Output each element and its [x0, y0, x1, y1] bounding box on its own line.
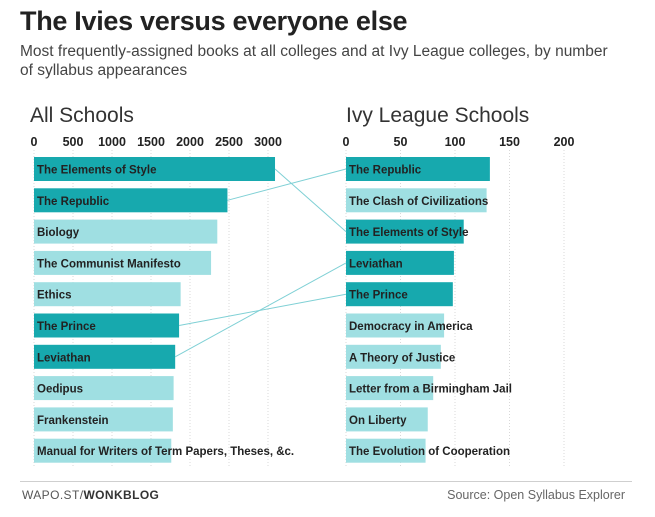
bar-label-all-the-elements-of-style: The Elements of Style [37, 165, 157, 177]
bar-ivy-the-republic [346, 157, 490, 181]
bar-label-ivy-the-prince: The Prince [349, 290, 408, 302]
bar-all-oedipus [34, 376, 174, 401]
tick-label-ivy-0: 0 [343, 135, 350, 149]
bar-label-all-manual-for-writers-of-term-papers-theses-c: Manual for Writers of Term Papers, These… [37, 446, 294, 458]
bar-label-all-the-republic: The Republic [37, 196, 110, 208]
bar-all-the-republic [34, 188, 228, 213]
bar-ivy-on-liberty [346, 407, 428, 432]
connector-leviathan [174, 262, 347, 358]
bar-all-the-communist-manifesto [34, 250, 212, 275]
bar-all-biology [34, 219, 218, 244]
source-note: Source: Open Syllabus Explorer [447, 488, 625, 502]
bar-label-all-the-prince: The Prince [37, 321, 96, 333]
footer-divider [20, 481, 632, 482]
bar-all-ethics [34, 282, 181, 307]
connector-the-elements-of-style [274, 168, 347, 232]
bar-label-all-the-communist-manifesto: The Communist Manifesto [37, 258, 181, 270]
credit-prefix: WAPO.ST/ [22, 488, 84, 502]
bar-ivy-the-prince [346, 282, 453, 307]
bar-all-leviathan [34, 344, 176, 369]
bar-label-ivy-a-theory-of-justice: A Theory of Justice [349, 352, 455, 364]
bar-all-the-prince [34, 313, 180, 338]
tick-label-all-3000: 3000 [254, 135, 282, 149]
tick-label-ivy-50: 50 [394, 135, 408, 149]
bar-label-ivy-leviathan: Leviathan [349, 258, 403, 270]
bars [34, 157, 490, 463]
bar-ivy-a-theory-of-justice [346, 344, 441, 369]
bar-ivy-the-clash-of-civilizations [346, 188, 487, 213]
connector-the-republic [227, 168, 347, 201]
bar-ivy-the-evolution-of-cooperation [346, 438, 426, 463]
bar-label-all-frankenstein: Frankenstein [37, 415, 109, 427]
bar-label-ivy-on-liberty: On Liberty [349, 415, 407, 427]
panel-title-all-schools: All Schools [30, 104, 134, 127]
chart-subtitle: Most frequently-assigned books at all co… [20, 43, 608, 79]
bar-ivy-democracy-in-america [346, 313, 445, 338]
bar-label-ivy-the-evolution-of-cooperation: The Evolution of Cooperation [349, 446, 510, 458]
bar-label-ivy-the-elements-of-style: The Elements of Style [349, 227, 469, 239]
chart-title: The Ivies versus everyone else [20, 6, 408, 36]
bar-label-all-leviathan: Leviathan [37, 352, 91, 364]
tick-label-all-0: 0 [31, 135, 38, 149]
tick-label-all-500: 500 [63, 135, 84, 149]
bar-ivy-letter-from-a-birmingham-jail [346, 376, 434, 401]
connector-lines [174, 168, 347, 358]
bar-all-manual-for-writers-of-term-papers-theses-c [34, 438, 172, 463]
tick-label-ivy-100: 100 [445, 135, 466, 149]
bar-label-all-biology: Biology [37, 227, 80, 239]
connector-the-prince [178, 293, 347, 326]
bar-label-ivy-the-republic: The Republic [349, 165, 422, 177]
bar-all-frankenstein [34, 407, 173, 432]
tick-label-all-1500: 1500 [137, 135, 165, 149]
bar-ivy-leviathan [346, 250, 454, 275]
bar-label-all-ethics: Ethics [37, 290, 72, 302]
credit-wonkblog: WAPO.ST/WONKBLOG [22, 488, 159, 502]
tick-label-all-2000: 2000 [176, 135, 204, 149]
bar-ivy-the-elements-of-style [346, 219, 464, 244]
tick-label-all-1000: 1000 [98, 135, 126, 149]
tick-label-ivy-150: 150 [499, 135, 520, 149]
tick-label-all-2500: 2500 [215, 135, 243, 149]
bar-label-all-oedipus: Oedipus [37, 384, 83, 396]
panel-title-ivy-league: Ivy League Schools [346, 104, 530, 127]
bar-label-ivy-the-clash-of-civilizations: The Clash of Civilizations [349, 196, 488, 208]
credit-brand: WONKBLOG [83, 488, 160, 502]
tick-label-ivy-200: 200 [554, 135, 575, 149]
bar-label-ivy-democracy-in-america: Democracy in America [349, 321, 473, 333]
bar-label-ivy-letter-from-a-birmingham-jail: Letter from a Birmingham Jail [349, 384, 512, 396]
bar-all-the-elements-of-style [34, 157, 276, 181]
